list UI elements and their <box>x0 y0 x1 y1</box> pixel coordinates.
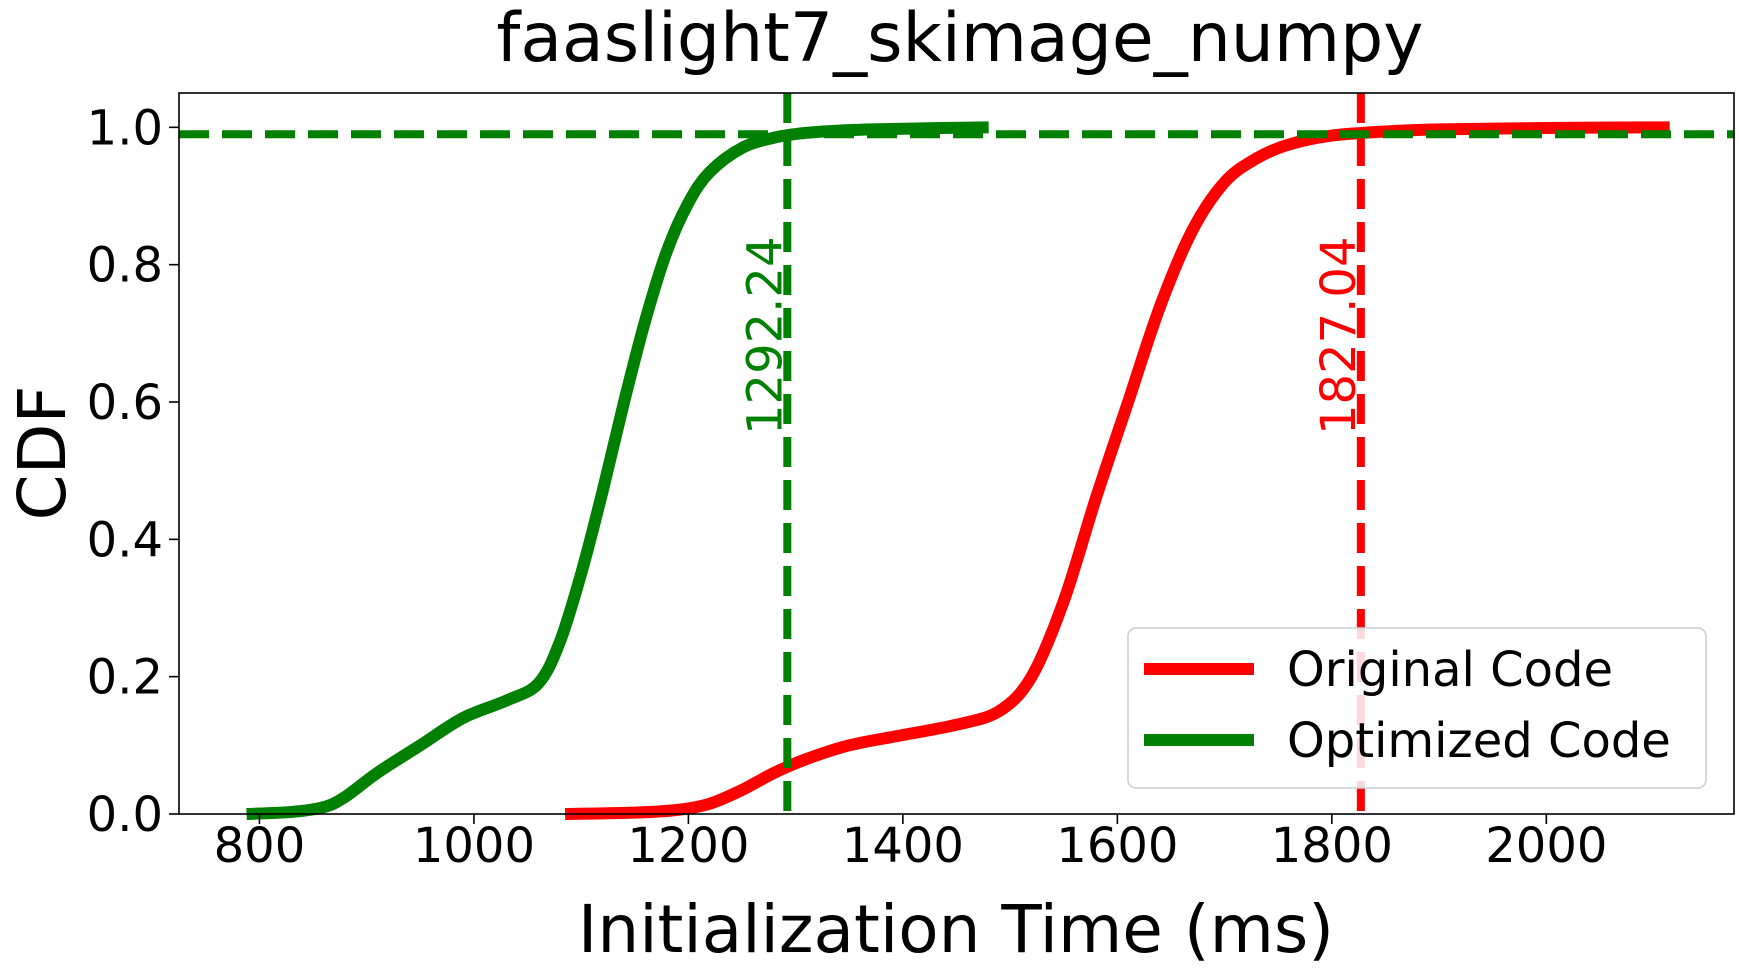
reference-label-1827.04: 1827.04 <box>1311 237 1367 436</box>
x-tick-label: 2000 <box>1485 818 1607 874</box>
x-tick-label: 800 <box>214 818 306 874</box>
y-tick-label: 0.6 <box>87 375 163 431</box>
x-tick-label: 1200 <box>627 818 749 874</box>
series-line-optimized <box>246 121 989 820</box>
reference-label-1292.24: 1292.24 <box>737 237 793 436</box>
y-tick-label: 0.2 <box>87 650 163 706</box>
x-tick-label: 1800 <box>1271 818 1393 874</box>
legend: Original Code Optimized Code <box>1127 627 1707 789</box>
axes-frame <box>178 92 1735 815</box>
plot-area: 1292.24 1827.04 <box>179 93 1734 820</box>
x-tick-label: 1600 <box>1056 818 1178 874</box>
y-tick-label: 1.0 <box>87 100 163 156</box>
chart-title: faaslight7_skimage_numpy <box>496 0 1423 78</box>
y-axis-label: CDF <box>4 386 81 521</box>
y-tick-label: 0.4 <box>87 512 163 568</box>
x-tick-label: 1000 <box>413 818 535 874</box>
legend-label-optimized: Optimized Code <box>1287 713 1671 769</box>
legend-box <box>1127 627 1707 789</box>
y-tick-label: 0.0 <box>87 787 163 843</box>
axis-ticks: 800 1000 1200 1400 1600 1800 2000 0.0 0.2 0.4 0.6 0… <box>87 100 1608 874</box>
legend-label-original: Original Code <box>1287 642 1613 698</box>
x-tick-label: 1400 <box>842 818 964 874</box>
y-tick-label: 0.8 <box>87 238 163 294</box>
x-axis-label: Initialization Time (ms) <box>578 891 1334 968</box>
